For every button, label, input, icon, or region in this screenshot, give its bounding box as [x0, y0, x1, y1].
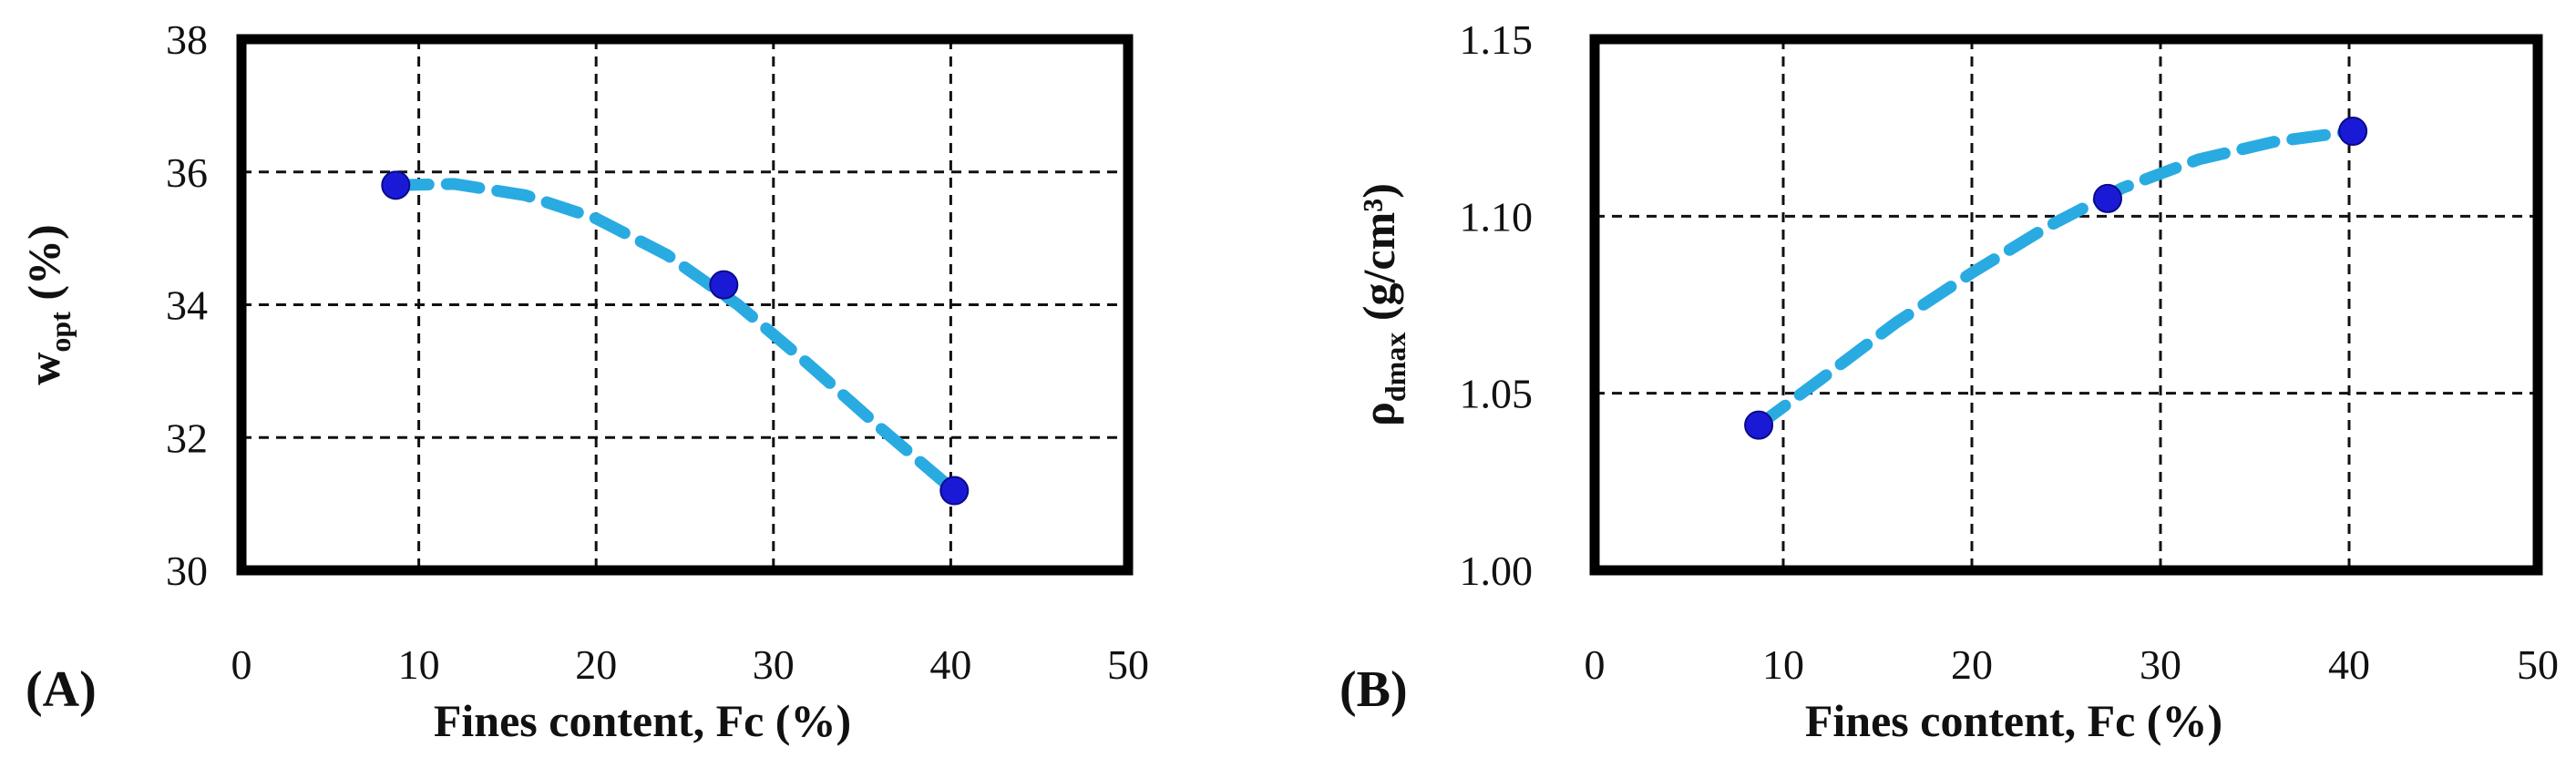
panel-label: (B) — [1339, 661, 1408, 718]
x-tick-label: 20 — [1951, 641, 1993, 688]
x-axis-label: Fines content, Fc (%) — [434, 695, 851, 746]
y-tick-label: 1.05 — [1460, 371, 1534, 417]
y-axis-unit: (%) — [18, 224, 69, 312]
y-tick-label: 32 — [166, 415, 208, 461]
x-tick-label: 10 — [1762, 641, 1804, 688]
y-axis-subscript: dmax — [1379, 333, 1411, 402]
y-axis-label: ρdmax (g/cm³) — [1353, 183, 1411, 426]
data-point — [709, 270, 739, 300]
x-tick-label: 20 — [575, 641, 617, 688]
y-tick-label: 1.10 — [1460, 193, 1534, 240]
y-tick-label: 34 — [166, 282, 208, 329]
y-tick-label: 36 — [166, 149, 208, 196]
y-axis-symbol: ρ — [1353, 402, 1404, 426]
y-axis-unit: (g/cm³) — [1353, 183, 1404, 333]
trendline — [389, 178, 960, 497]
x-tick-label: 0 — [231, 641, 252, 688]
y-axis-subscript: opt — [44, 312, 77, 353]
x-axis-label: Fines content, Fc (%) — [1805, 695, 2222, 746]
x-tick-label: 0 — [1585, 641, 1606, 688]
x-tick-label: 30 — [753, 641, 795, 688]
y-tick-label: 30 — [166, 548, 208, 594]
x-tick-label: 50 — [1107, 641, 1149, 688]
plot-frame — [236, 34, 1134, 576]
y-axis-symbol: w — [18, 353, 69, 385]
x-tick-label: 10 — [398, 641, 440, 688]
y-tick-label: 38 — [166, 16, 208, 63]
x-tick-label: 40 — [2328, 641, 2370, 688]
data-point — [939, 476, 970, 506]
y-axis-label: wopt (%) — [18, 224, 77, 384]
panel-label: (A) — [26, 661, 97, 718]
x-tick-label: 50 — [2517, 641, 2559, 688]
data-point — [2338, 117, 2368, 147]
y-tick-label: 1.00 — [1460, 548, 1534, 594]
x-tick-label: 40 — [929, 641, 971, 688]
chart-panel-a: 30 32 34 36 38 0 10 20 30 40 50 Fines content, Fc (… — [18, 16, 1149, 746]
plot-frame — [1589, 34, 2543, 576]
trendline — [1752, 125, 2359, 432]
x-tick-label: 30 — [2140, 641, 2181, 688]
data-point — [2093, 183, 2123, 213]
y-tick-label: 1.15 — [1460, 16, 1534, 63]
data-point — [381, 170, 411, 200]
data-point — [1744, 410, 1774, 440]
chart-panel-b: 1.00 1.05 1.10 1.15 0 10 20 30 40 50 Fines content… — [1339, 16, 2559, 746]
